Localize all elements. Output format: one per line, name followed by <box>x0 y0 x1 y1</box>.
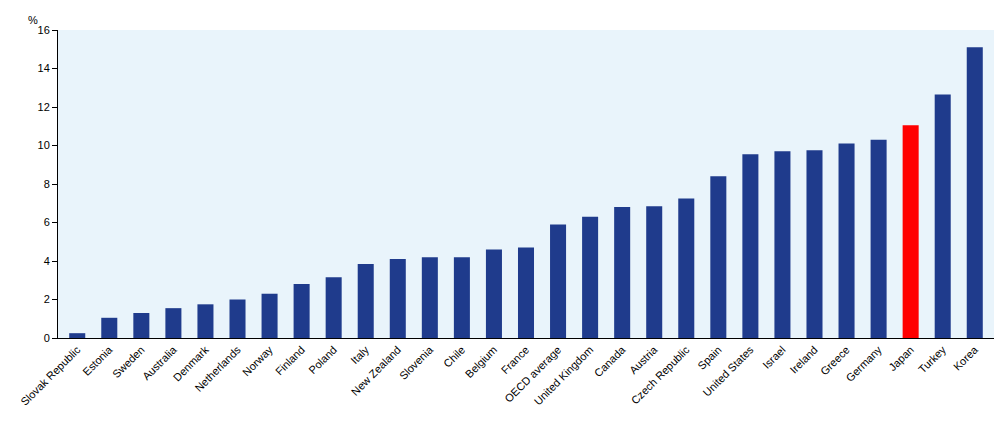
svg-text:Israel: Israel <box>760 344 788 372</box>
svg-text:Ireland: Ireland <box>788 344 820 376</box>
svg-text:Spain: Spain <box>695 344 723 372</box>
svg-text:Slovenia: Slovenia <box>397 343 436 382</box>
svg-text:Norway: Norway <box>240 343 275 378</box>
svg-text:United States: United States <box>700 343 756 399</box>
svg-text:Netherlands: Netherlands <box>192 343 243 394</box>
svg-text:Finland: Finland <box>273 344 307 378</box>
svg-text:Sweden: Sweden <box>110 344 147 381</box>
svg-text:8: 8 <box>44 178 50 190</box>
svg-text:10: 10 <box>38 139 50 151</box>
svg-text:%: % <box>28 14 38 26</box>
svg-text:Slovak Republic: Slovak Republic <box>18 343 83 408</box>
svg-text:Turkey: Turkey <box>916 343 948 375</box>
svg-text:New Zealand: New Zealand <box>349 344 403 398</box>
svg-text:Austria: Austria <box>627 343 660 376</box>
svg-text:2: 2 <box>44 293 50 305</box>
svg-text:Italy: Italy <box>348 343 371 366</box>
svg-text:14: 14 <box>38 62 50 74</box>
svg-text:12: 12 <box>38 101 50 113</box>
svg-text:Chile: Chile <box>441 344 467 370</box>
svg-text:Estonia: Estonia <box>80 343 115 378</box>
svg-text:United Kingdom: United Kingdom <box>532 344 596 408</box>
svg-text:Belgium: Belgium <box>463 344 500 381</box>
svg-text:Japan: Japan <box>886 344 916 374</box>
svg-text:OECD average: OECD average <box>502 344 563 405</box>
svg-text:16: 16 <box>38 24 50 36</box>
svg-text:Germany: Germany <box>843 343 884 384</box>
svg-text:Korea: Korea <box>951 343 981 373</box>
svg-text:Australia: Australia <box>140 343 179 382</box>
svg-text:Poland: Poland <box>306 344 339 377</box>
svg-text:France: France <box>499 344 532 377</box>
svg-text:Canada: Canada <box>592 343 628 379</box>
svg-text:Greece: Greece <box>818 344 852 378</box>
svg-text:6: 6 <box>44 216 50 228</box>
svg-text:4: 4 <box>44 255 50 267</box>
svg-text:Denmark: Denmark <box>171 343 211 383</box>
svg-text:0: 0 <box>44 332 50 344</box>
svg-text:Czech Republic: Czech Republic <box>629 343 692 406</box>
